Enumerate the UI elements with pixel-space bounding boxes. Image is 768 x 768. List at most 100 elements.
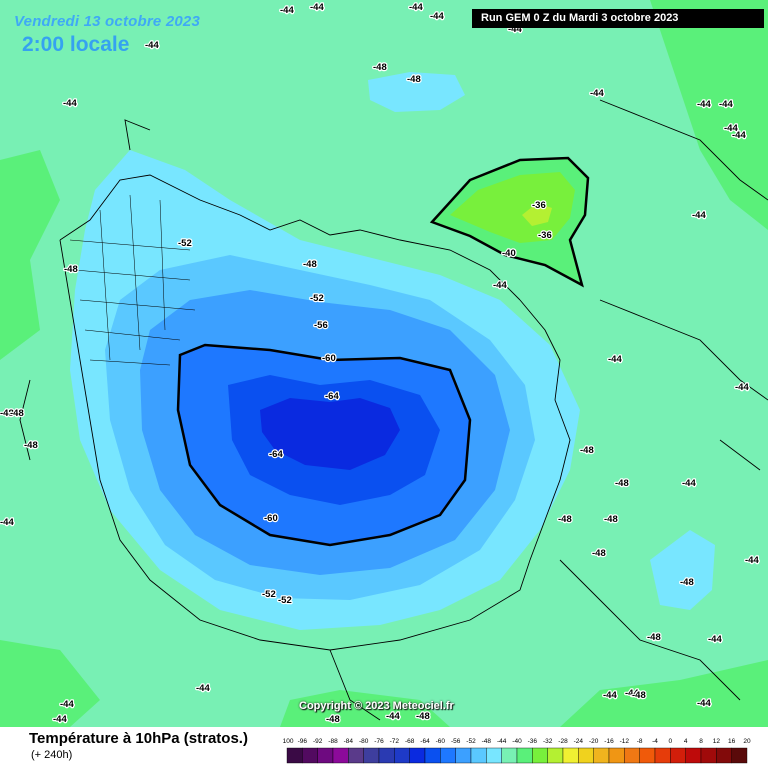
- label-minus44: -44: [692, 210, 706, 221]
- label-minus48: -48: [64, 264, 78, 275]
- map-canvas: -44 -44 -44 -44 -44 -44 -44 -44 -44 -44 …: [0, 0, 768, 727]
- legend-swatch: [670, 747, 686, 764]
- legend-swatch: [654, 747, 671, 764]
- label-minus48: -48: [615, 478, 629, 489]
- legend-tick-label: -8: [637, 738, 643, 745]
- label-minus44: -44: [280, 5, 294, 16]
- legend-tick-label: 12: [713, 738, 721, 745]
- contour-labels: -44 -44 -44 -44 -44 -44 -44 -44 -44 -44 …: [0, 1, 761, 726]
- label-minus44: -44: [53, 714, 67, 725]
- legend-swatch: [716, 747, 732, 764]
- label-minus48: -48: [303, 259, 317, 270]
- legend-tick-label: -92: [313, 738, 323, 745]
- field-title: Température à 10hPa (stratos.): [29, 730, 248, 747]
- legend-swatch: [608, 747, 625, 764]
- legend-swatch: [394, 747, 410, 764]
- legend-swatch: [302, 747, 318, 764]
- lead-time: (+ 240h): [31, 749, 73, 761]
- label-minus48: -48: [10, 408, 24, 419]
- local-time: 2:00 locale: [22, 33, 130, 56]
- legend-swatch: [516, 747, 533, 764]
- label-minus44: -44: [196, 683, 210, 694]
- legend-tick-label: -4: [652, 738, 658, 745]
- legend-tick-label: 4: [684, 738, 688, 745]
- label-minus52: -52: [310, 293, 324, 304]
- field-minus40-southeast: [560, 660, 768, 727]
- label-minus56: -56: [314, 320, 328, 331]
- label-minus48: -48: [604, 514, 618, 525]
- label-minus44: -44: [735, 382, 749, 393]
- label-minus64: -64: [325, 391, 339, 402]
- label-minus44: -44: [724, 123, 738, 134]
- color-scale-legend: -100-96-92-88-84-80-76-72-68-64-60-56-52…: [283, 738, 751, 764]
- label-minus36: -36: [532, 200, 546, 211]
- label-minus44: -44: [697, 698, 711, 709]
- legend-tick-label: -76: [374, 738, 384, 745]
- legend-swatch: [286, 747, 303, 764]
- legend-tick-label: 20: [743, 738, 751, 745]
- field-minus40-southwest: [0, 640, 100, 727]
- label-minus44: -44: [697, 99, 711, 110]
- legend-swatch: [486, 747, 502, 764]
- field-minus68-vortex: [260, 398, 400, 470]
- state-borders: [69, 194, 196, 366]
- label-minus44: -44: [145, 40, 159, 51]
- legend-swatch: [685, 747, 702, 764]
- legend-swatch: [562, 747, 579, 764]
- legend-tick-label: -44: [497, 738, 507, 745]
- label-minus44: -44: [732, 130, 746, 141]
- label-minus48: -48: [558, 514, 572, 525]
- field-minus40-west: [0, 150, 60, 360]
- legend-tick-label: -24: [574, 738, 584, 745]
- legend-swatch: [440, 747, 456, 764]
- legend-swatch: [501, 747, 518, 764]
- label-minus44: -44: [0, 517, 14, 528]
- legend-swatch: [700, 747, 717, 764]
- label-minus44: -44: [63, 98, 77, 109]
- label-minus44: -44: [745, 555, 759, 566]
- label-minus44: -44: [682, 478, 696, 489]
- field-minus48-north-blob: [368, 72, 465, 112]
- legend-bar: Température à 10hPa (stratos.) (+ 240h) …: [0, 727, 768, 768]
- label-minus44: -44: [603, 690, 617, 701]
- legend-tick-label: -48: [482, 738, 492, 745]
- legend-tick-label: -28: [558, 738, 568, 745]
- label-minus44: -44: [608, 354, 622, 365]
- label-minus60: -60: [322, 353, 336, 364]
- legend-swatch: [593, 747, 610, 764]
- legend-tick-label: -20: [589, 738, 599, 745]
- legend-tick-label: -52: [466, 738, 476, 745]
- field-minus36-siberia: [450, 172, 575, 243]
- field-minus32-siberia: [522, 203, 552, 226]
- isotherm-minus40: [429, 156, 590, 288]
- legend-swatch: [317, 747, 334, 764]
- legend-tick-label: -12: [620, 738, 630, 745]
- legend-swatch: [731, 747, 748, 764]
- legend-tick-label: -84: [344, 738, 354, 745]
- label-minus44: -44: [719, 99, 733, 110]
- label-minus44: -44: [409, 2, 423, 13]
- legend-swatch: [455, 747, 472, 764]
- legend-tick-label: 16: [728, 738, 736, 745]
- legend-tick-label: 8: [699, 738, 703, 745]
- model-run-banner: Run GEM 0 Z du Mardi 3 octobre 2023: [472, 9, 764, 28]
- legend-swatch: [332, 747, 349, 764]
- label-minus48: -48: [416, 711, 430, 722]
- legend-tick-label: -100: [283, 738, 294, 745]
- label-minus52: -52: [262, 589, 276, 600]
- label-minus48: -48: [407, 74, 421, 85]
- label-minus44: -44: [625, 688, 639, 699]
- legend-tick-label: -40: [512, 738, 522, 745]
- label-minus48: -48: [680, 577, 694, 588]
- copyright-notice: Copyright © 2023 Meteociel.fr: [299, 700, 454, 712]
- label-minus60: -60: [264, 513, 278, 524]
- label-minus52: -52: [178, 238, 192, 249]
- isotherm-minus60: [176, 343, 472, 547]
- legend-swatch: [348, 747, 364, 764]
- legend-swatch: [470, 747, 487, 764]
- legend-swatch: [578, 747, 594, 764]
- temperature-map: -44 -44 -44 -44 -44 -44 -44 -44 -44 -44 …: [0, 0, 768, 727]
- legend-swatch: [424, 747, 441, 764]
- label-minus44: -44: [60, 699, 74, 710]
- legend-tick-label: -72: [390, 738, 400, 745]
